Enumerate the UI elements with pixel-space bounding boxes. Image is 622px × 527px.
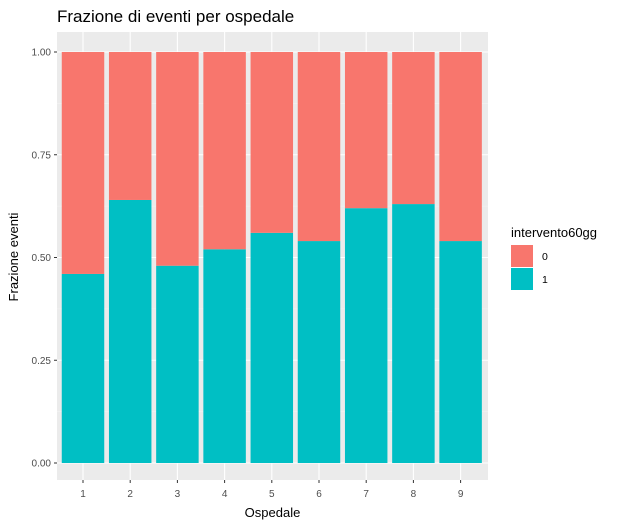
bar-segment	[203, 249, 246, 463]
legend-title: intervento60gg	[511, 225, 597, 240]
legend-key	[511, 268, 533, 290]
legend-key	[511, 245, 533, 267]
legend-label: 1	[542, 274, 548, 286]
legend: intervento60gg 01	[511, 225, 597, 290]
bars	[61, 52, 482, 463]
chart-title: Frazione di eventi per ospedale	[57, 7, 294, 26]
legend-items: 01	[511, 245, 548, 290]
bar-segment	[61, 273, 105, 463]
bar-segment	[250, 232, 294, 463]
bar-segment	[344, 208, 388, 463]
bar-segment	[108, 52, 152, 200]
bar-segment	[439, 241, 482, 463]
y-tick-label: 0.75	[32, 150, 52, 161]
y-tick-label: 0.00	[32, 459, 52, 470]
x-tick-label: 5	[269, 489, 275, 500]
bar-segment	[297, 52, 341, 242]
bar-segment	[439, 52, 482, 242]
bar-segment	[156, 52, 199, 266]
bar-segment	[297, 241, 341, 463]
x-tick-label: 1	[80, 489, 86, 500]
y-axis-ticks: 0.00 0.25 0.50 0.75 1.00	[32, 48, 57, 470]
bar-segment	[108, 199, 152, 463]
legend-label: 0	[542, 251, 548, 263]
bar-segment	[203, 52, 246, 250]
y-tick-label: 0.25	[32, 356, 52, 367]
bar-segment	[392, 204, 435, 463]
x-tick-label: 8	[411, 489, 417, 500]
x-tick-label: 2	[127, 489, 133, 500]
x-axis-ticks: 1 2 3 4 5 6 7 8 9	[80, 480, 464, 500]
bar-segment	[250, 52, 294, 233]
bar-segment	[61, 52, 105, 274]
x-tick-label: 9	[458, 489, 464, 500]
y-axis-title: Frazione eventi	[6, 212, 21, 301]
y-tick-label: 1.00	[32, 48, 52, 59]
x-tick-label: 4	[222, 489, 228, 500]
y-tick-label: 0.50	[32, 253, 52, 264]
x-tick-label: 7	[363, 489, 369, 500]
x-tick-label: 6	[316, 489, 322, 500]
bar-segment	[344, 52, 388, 209]
x-tick-label: 3	[175, 489, 181, 500]
x-axis-title: Ospedale	[245, 505, 301, 520]
bar-segment	[156, 265, 199, 463]
bar-segment	[392, 52, 435, 205]
